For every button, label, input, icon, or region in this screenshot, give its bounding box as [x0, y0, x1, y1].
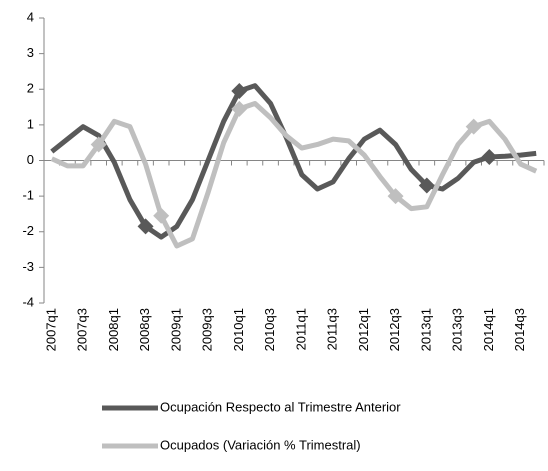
x-tick-label: 2010q1 — [231, 308, 246, 351]
legend-label: Ocupación Respecto al Trimestre Anterior — [160, 399, 401, 414]
x-tick-label: 2013q3 — [450, 308, 465, 351]
y-tick-label: -1 — [22, 188, 34, 203]
y-tick-label: -2 — [22, 223, 34, 238]
y-tick-label: -4 — [22, 294, 34, 309]
x-tick-label: 2010q3 — [262, 308, 277, 351]
x-tick-label: 2009q1 — [168, 308, 183, 351]
marker — [231, 83, 248, 100]
series-line — [50, 101, 538, 249]
x-tick-label: 2011q1 — [293, 308, 308, 350]
x-tick-label: 2013q1 — [418, 308, 433, 351]
marker — [231, 100, 248, 117]
x-tick-label: 2008q1 — [106, 308, 121, 351]
marker — [137, 218, 154, 235]
x-tick-label: 2014q3 — [512, 308, 527, 351]
x-tick-label: 2011q3 — [325, 308, 340, 350]
x-tick-label: 2008q3 — [137, 308, 152, 351]
marker — [90, 136, 107, 153]
marker — [418, 177, 435, 194]
marker — [387, 188, 404, 205]
y-tick-label: 1 — [27, 116, 34, 131]
marker — [481, 148, 498, 165]
y-tick-label: 2 — [27, 81, 34, 96]
legend-label: Ocupados (Variación % Trimestral) — [160, 437, 361, 452]
x-tick-label: 2007q3 — [75, 308, 90, 351]
x-tick-label: 2012q3 — [387, 308, 402, 351]
x-tick-label: 2014q1 — [481, 308, 496, 351]
y-tick-label: 4 — [27, 9, 34, 24]
y-tick-label: 0 — [27, 152, 34, 167]
marker — [153, 207, 170, 224]
marker — [465, 118, 482, 135]
series-line — [50, 83, 537, 240]
y-tick-label: -3 — [22, 259, 34, 274]
x-tick-label: 2009q3 — [200, 308, 215, 351]
x-tick-label: 2012q1 — [356, 308, 371, 351]
y-tick-label: 3 — [27, 45, 34, 60]
x-tick-label: 2007q1 — [43, 308, 58, 351]
